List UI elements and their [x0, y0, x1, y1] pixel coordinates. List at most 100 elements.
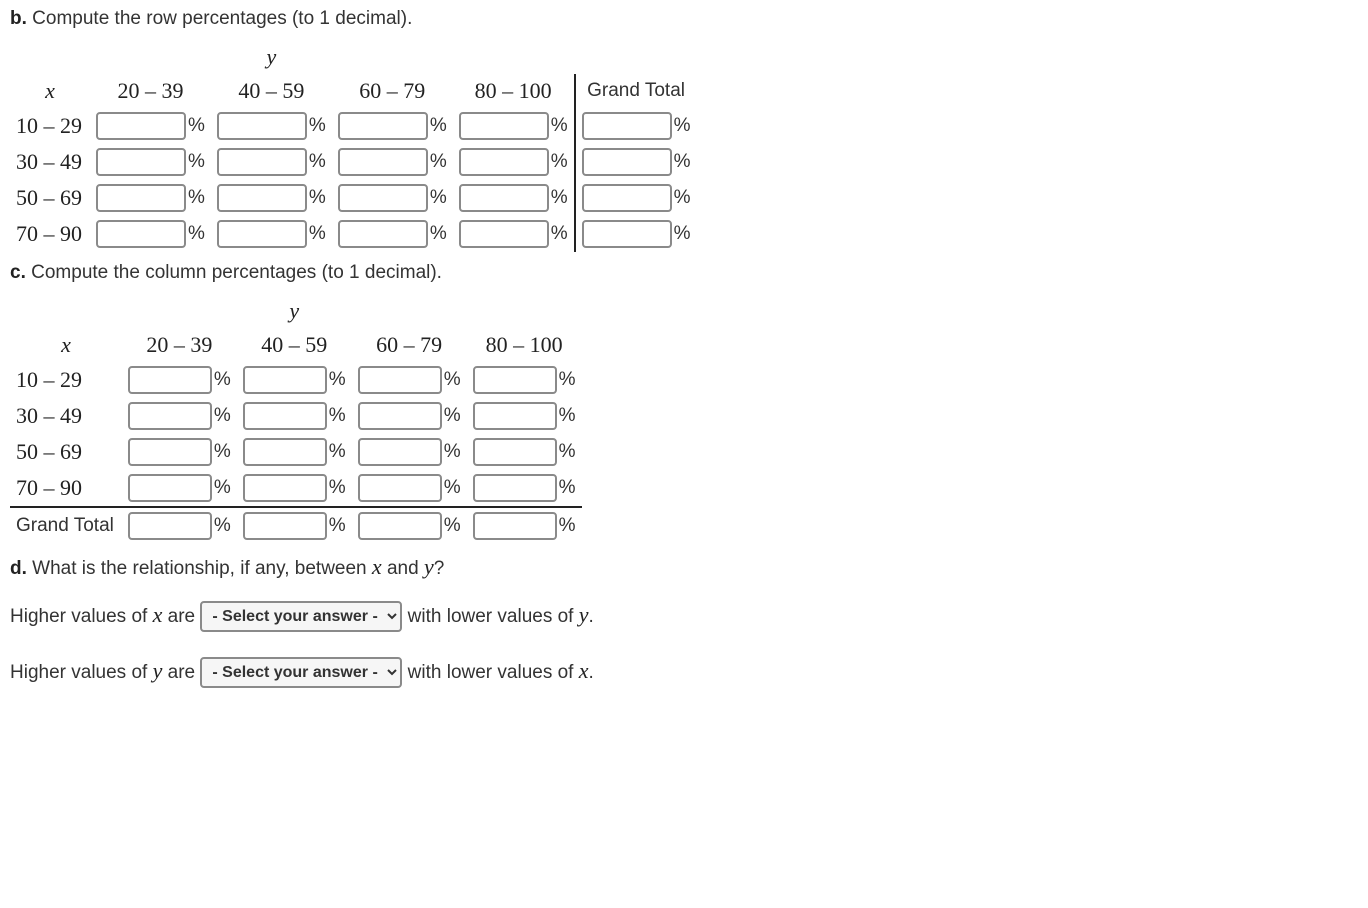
percent-input[interactable]	[96, 112, 186, 140]
col-header: 40 – 59	[261, 332, 327, 357]
part-d-letter: d.	[10, 558, 27, 579]
percent-symbol: %	[559, 477, 576, 498]
percent-symbol: %	[559, 369, 576, 390]
percent-input[interactable]	[459, 220, 549, 248]
percent-symbol: %	[329, 369, 346, 390]
percent-input[interactable]	[473, 474, 557, 502]
percent-input[interactable]	[96, 220, 186, 248]
percent-input[interactable]	[243, 366, 327, 394]
percent-symbol: %	[674, 115, 691, 136]
line2-post: with lower values of	[408, 662, 574, 683]
percent-input[interactable]	[96, 184, 186, 212]
answer-select-1[interactable]: - Select your answer -	[200, 601, 402, 632]
column-percent-table: y x 20 – 39 40 – 59 60 – 79 80 – 100 10 …	[10, 294, 582, 544]
part-b-letter: b.	[10, 8, 27, 29]
percent-symbol: %	[551, 115, 568, 136]
percent-input[interactable]	[217, 184, 307, 212]
percent-input[interactable]	[473, 366, 557, 394]
percent-symbol: %	[551, 223, 568, 244]
row-header: 30 – 49	[16, 149, 82, 174]
percent-input[interactable]	[128, 474, 212, 502]
percent-input[interactable]	[473, 512, 557, 540]
percent-input[interactable]	[338, 148, 428, 176]
grand-total-row: Grand Total % % % %	[10, 507, 582, 544]
percent-symbol: %	[430, 115, 447, 136]
percent-input[interactable]	[459, 148, 549, 176]
period: .	[589, 606, 594, 627]
percent-symbol: %	[444, 369, 461, 390]
percent-symbol: %	[559, 405, 576, 426]
percent-symbol: %	[329, 477, 346, 498]
row-header: 50 – 69	[16, 439, 82, 464]
percent-input[interactable]	[128, 366, 212, 394]
table-row: 10 – 29 % % % % %	[10, 108, 697, 144]
percent-input[interactable]	[473, 402, 557, 430]
percent-input[interactable]	[358, 474, 442, 502]
percent-input[interactable]	[217, 148, 307, 176]
y-var: y	[153, 658, 163, 683]
percent-input[interactable]	[358, 402, 442, 430]
percent-input[interactable]	[338, 220, 428, 248]
percent-symbol: %	[188, 223, 205, 244]
row-header: 10 – 29	[16, 367, 82, 392]
percent-input[interactable]	[459, 112, 549, 140]
percent-input[interactable]	[582, 148, 672, 176]
row-header: 10 – 29	[16, 113, 82, 138]
percent-input[interactable]	[128, 402, 212, 430]
row-header: 70 – 90	[16, 475, 82, 500]
part-d-prompt: d. What is the relationship, if any, bet…	[10, 554, 1358, 580]
percent-input[interactable]	[582, 184, 672, 212]
col-header: 60 – 79	[376, 332, 442, 357]
y-var: y	[424, 554, 434, 579]
percent-input[interactable]	[243, 512, 327, 540]
part-d-text: What is the relationship, if any, betwee…	[32, 558, 366, 579]
percent-input[interactable]	[243, 402, 327, 430]
grand-total-col-header: Grand Total	[575, 74, 697, 108]
percent-input[interactable]	[358, 438, 442, 466]
percent-input[interactable]	[473, 438, 557, 466]
percent-input[interactable]	[243, 438, 327, 466]
percent-input[interactable]	[358, 512, 442, 540]
answer-select-2[interactable]: - Select your answer -	[200, 657, 402, 688]
x-var: x	[579, 658, 589, 683]
period: .	[589, 662, 594, 683]
percent-symbol: %	[430, 187, 447, 208]
y-var-header-b: y	[266, 44, 276, 69]
line1-pre: Higher values of	[10, 606, 147, 627]
col-header: 60 – 79	[359, 78, 425, 103]
row-header: 70 – 90	[16, 221, 82, 246]
qmark: ?	[434, 558, 445, 579]
percent-symbol: %	[430, 223, 447, 244]
part-b-text: Compute the row percentages (to 1 decima…	[32, 8, 412, 29]
line1-post: with lower values of	[408, 606, 574, 627]
percent-symbol: %	[188, 115, 205, 136]
percent-input[interactable]	[338, 112, 428, 140]
percent-symbol: %	[444, 477, 461, 498]
col-header: 80 – 100	[475, 78, 552, 103]
percent-input[interactable]	[358, 366, 442, 394]
percent-symbol: %	[214, 369, 231, 390]
line1-mid: are	[168, 606, 195, 627]
percent-input[interactable]	[243, 474, 327, 502]
row-header: 30 – 49	[16, 403, 82, 428]
percent-symbol: %	[551, 151, 568, 172]
percent-symbol: %	[309, 187, 326, 208]
percent-symbol: %	[214, 515, 231, 536]
percent-input[interactable]	[582, 220, 672, 248]
percent-input[interactable]	[582, 112, 672, 140]
part-c-letter: c.	[10, 262, 26, 283]
table-row: 50 – 69 % % % % %	[10, 180, 697, 216]
col-header: 40 – 59	[238, 78, 304, 103]
percent-input[interactable]	[128, 438, 212, 466]
percent-symbol: %	[188, 187, 205, 208]
percent-input[interactable]	[459, 184, 549, 212]
percent-input[interactable]	[338, 184, 428, 212]
percent-input[interactable]	[128, 512, 212, 540]
percent-input[interactable]	[217, 112, 307, 140]
percent-input[interactable]	[217, 220, 307, 248]
percent-input[interactable]	[96, 148, 186, 176]
relationship-line-1: Higher values of x are - Select your ans…	[10, 594, 1358, 636]
x-var-header-c: x	[61, 332, 71, 357]
table-row: 70 – 90 % % % % %	[10, 216, 697, 252]
percent-symbol: %	[309, 115, 326, 136]
